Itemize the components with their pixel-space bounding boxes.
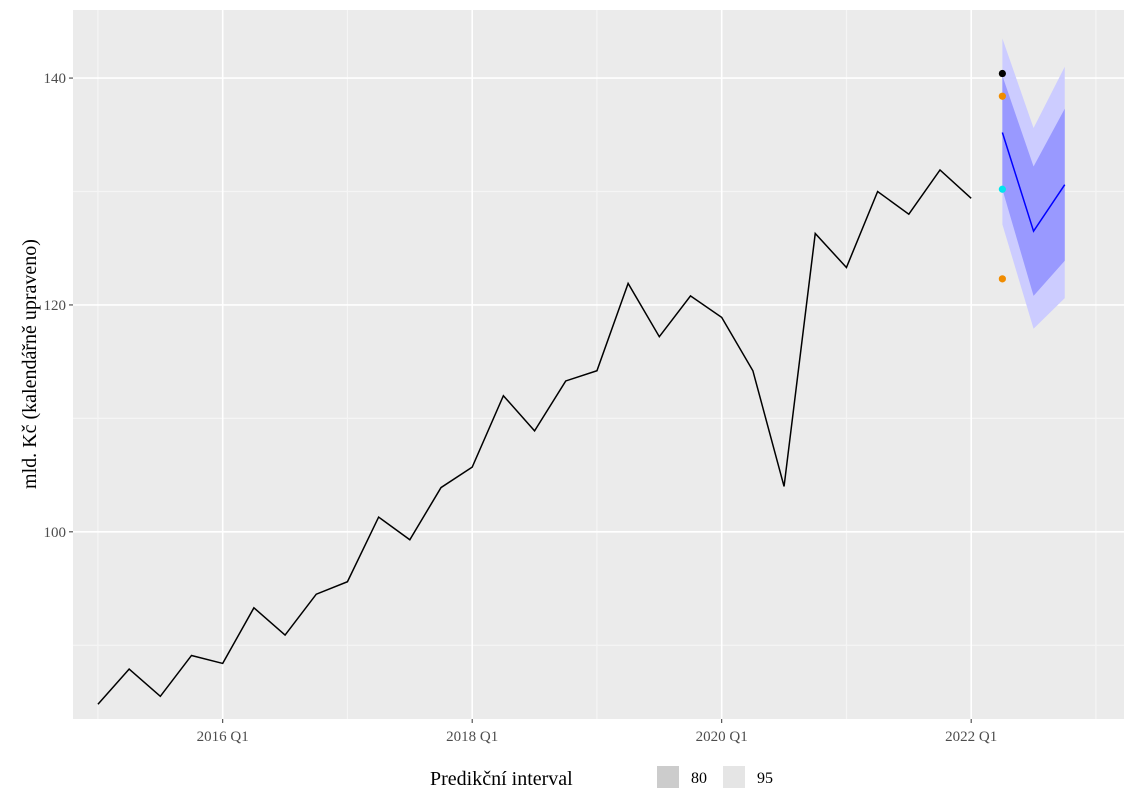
series-lines <box>97 132 1066 705</box>
forecast-line <box>1001 132 1066 233</box>
forecast-point <box>998 185 1006 193</box>
prediction-bands <box>1002 38 1065 329</box>
y-axis-title: mld. Kč (kalendářně upraveno) <box>19 239 41 489</box>
x-tick-label: 2022 Q1 <box>945 729 997 745</box>
forecast-points <box>998 69 1006 283</box>
legend: Predikční interval 80 95 <box>430 766 773 790</box>
legend-label: 80 <box>691 770 707 787</box>
forecast-point <box>998 69 1006 78</box>
x-tick-label: 2020 Q1 <box>696 729 748 745</box>
legend-label: 95 <box>757 770 773 787</box>
x-tick-label: 2016 Q1 <box>197 729 249 745</box>
y-tick-label: 100 <box>44 525 67 541</box>
band-80 <box>1002 75 1065 296</box>
grid-lines <box>73 10 1124 719</box>
forecast-point <box>998 92 1006 100</box>
forecast-point <box>998 275 1006 283</box>
x-tick-label: 2018 Q1 <box>446 729 498 745</box>
legend-title: Predikční interval <box>430 768 573 790</box>
history-line <box>97 168 972 705</box>
y-tick-label: 140 <box>44 71 67 87</box>
legend-key <box>657 766 679 788</box>
axis-ticks: 100 120 140 2016 Q1 2018 Q1 2020 Q1 2022 Q1 <box>44 71 998 745</box>
y-tick-label: 120 <box>44 298 67 314</box>
legend-key <box>723 766 745 788</box>
